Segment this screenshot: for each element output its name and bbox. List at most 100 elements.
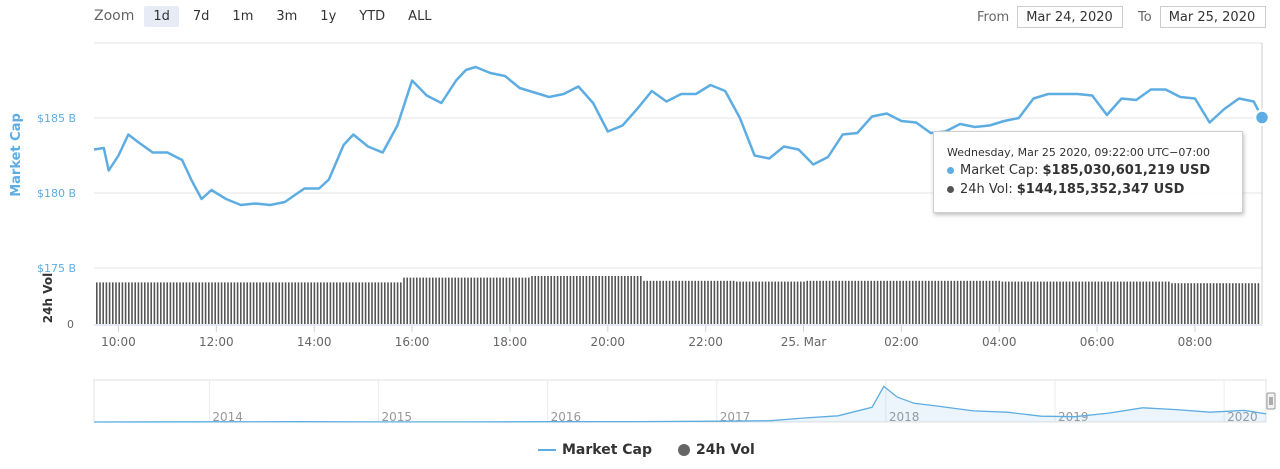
volume-bars [96,276,1260,324]
zoom-label: Zoom [94,8,135,24]
volume-bar [403,277,405,324]
volume-bar [652,280,655,324]
volume-bar [131,282,133,324]
volume-bar [352,282,354,324]
volume-bar [329,282,332,324]
volume-bar [1036,281,1039,324]
volume-bar [172,282,175,324]
volume-bar [483,277,485,324]
volume-bar [1052,281,1055,324]
volume-bar [192,282,194,324]
volume-bar [496,277,498,324]
volume-bar [1072,281,1074,324]
volume-bar [1088,281,1090,324]
volume-bar [777,281,780,324]
volume-bar [624,276,626,324]
volume-bar [409,277,412,324]
volume-bar [1241,283,1244,324]
volume-bar [310,282,312,324]
volume-bar [473,277,476,324]
volume-bar [864,280,866,324]
volume-bar [880,280,882,324]
volume-bar [1094,281,1096,324]
legend-vol[interactable]: 24h Vol [696,442,755,458]
volume-bar [992,280,994,324]
zoom-button-1m[interactable]: 1m [232,9,254,24]
volume-bar [112,282,114,324]
tooltip-market-cap-row: Market Cap: $185,030,601,219 USD [947,163,1242,178]
volume-bar [1161,281,1164,324]
volume-bar [844,280,847,324]
volume-bar [668,280,671,324]
legend-market-cap[interactable]: Market Cap [562,442,653,458]
volume-bar [364,282,367,324]
from-range: From [977,4,1124,30]
volume-bar [582,276,584,324]
y-tick-label: $180 B [37,187,76,200]
volume-bar [870,280,872,324]
zoom-button-7d[interactable]: 7d [192,9,210,24]
x-tick-label: 16:00 [395,335,430,349]
volume-bar [1123,281,1125,324]
volume-bar [524,277,527,324]
volume-bar [947,280,949,324]
volume-bar [153,282,156,324]
volume-bar [563,276,565,324]
volume-bar [995,280,997,324]
volume-bar [1248,283,1250,324]
volume-tick-label: 0 [67,318,74,331]
vol-circle-icon [678,444,691,456]
volume-bar [736,281,738,324]
volume-bar [857,280,860,324]
volume-bar [476,277,479,324]
volume-bar [470,277,472,324]
zoom-button-1d[interactable]: 1d [144,6,179,27]
volume-bar [195,282,197,324]
volume-bar [432,277,434,324]
zoom-button-3m[interactable]: 3m [276,9,298,24]
volume-bar [761,281,764,324]
volume-bar [768,281,770,324]
navigator-year-label: 2016 [551,410,582,424]
volume-bar [528,277,530,324]
volume-bar [348,282,351,324]
volume-bar [588,276,591,324]
volume-bar [1129,281,1132,324]
volume-bar [716,280,719,324]
volume-bar [1180,283,1183,324]
volume-bar [1008,281,1010,324]
volume-bar [390,282,392,324]
volume-bar [419,277,421,324]
volume-bar [435,277,437,324]
volume-bar [576,276,578,324]
zoom-button-ytd[interactable]: YTD [359,9,386,24]
volume-bar [1097,281,1100,324]
volume-bar [1184,283,1186,324]
volume-bar [182,282,184,324]
zoom-button-all[interactable]: ALL [408,9,432,24]
volume-bar [220,282,223,324]
volume-bar [953,280,956,324]
volume-bar [457,277,460,324]
navigator-handle-icon[interactable] [1266,392,1276,410]
volume-bar [256,282,258,324]
market-cap-dot-icon [947,167,954,174]
volume-bar [291,282,293,324]
volume-bar [361,282,364,324]
from-date-input[interactable] [1017,6,1124,28]
volume-bar [963,280,965,324]
volume-bar [672,280,674,324]
to-date-input[interactable] [1159,6,1266,28]
volume-bar [323,282,325,324]
volume-bar [723,280,725,324]
volume-bar [358,282,360,324]
volume-bar [518,277,520,324]
x-tick-label: 22:00 [688,335,723,349]
navigator-year-label: 2014 [212,410,243,424]
volume-bar [921,280,924,324]
volume-bar [448,277,450,324]
zoom-button-1y[interactable]: 1y [320,9,337,24]
volume-bar [1049,281,1052,324]
navigator-year-label: 2020 [1227,410,1258,424]
